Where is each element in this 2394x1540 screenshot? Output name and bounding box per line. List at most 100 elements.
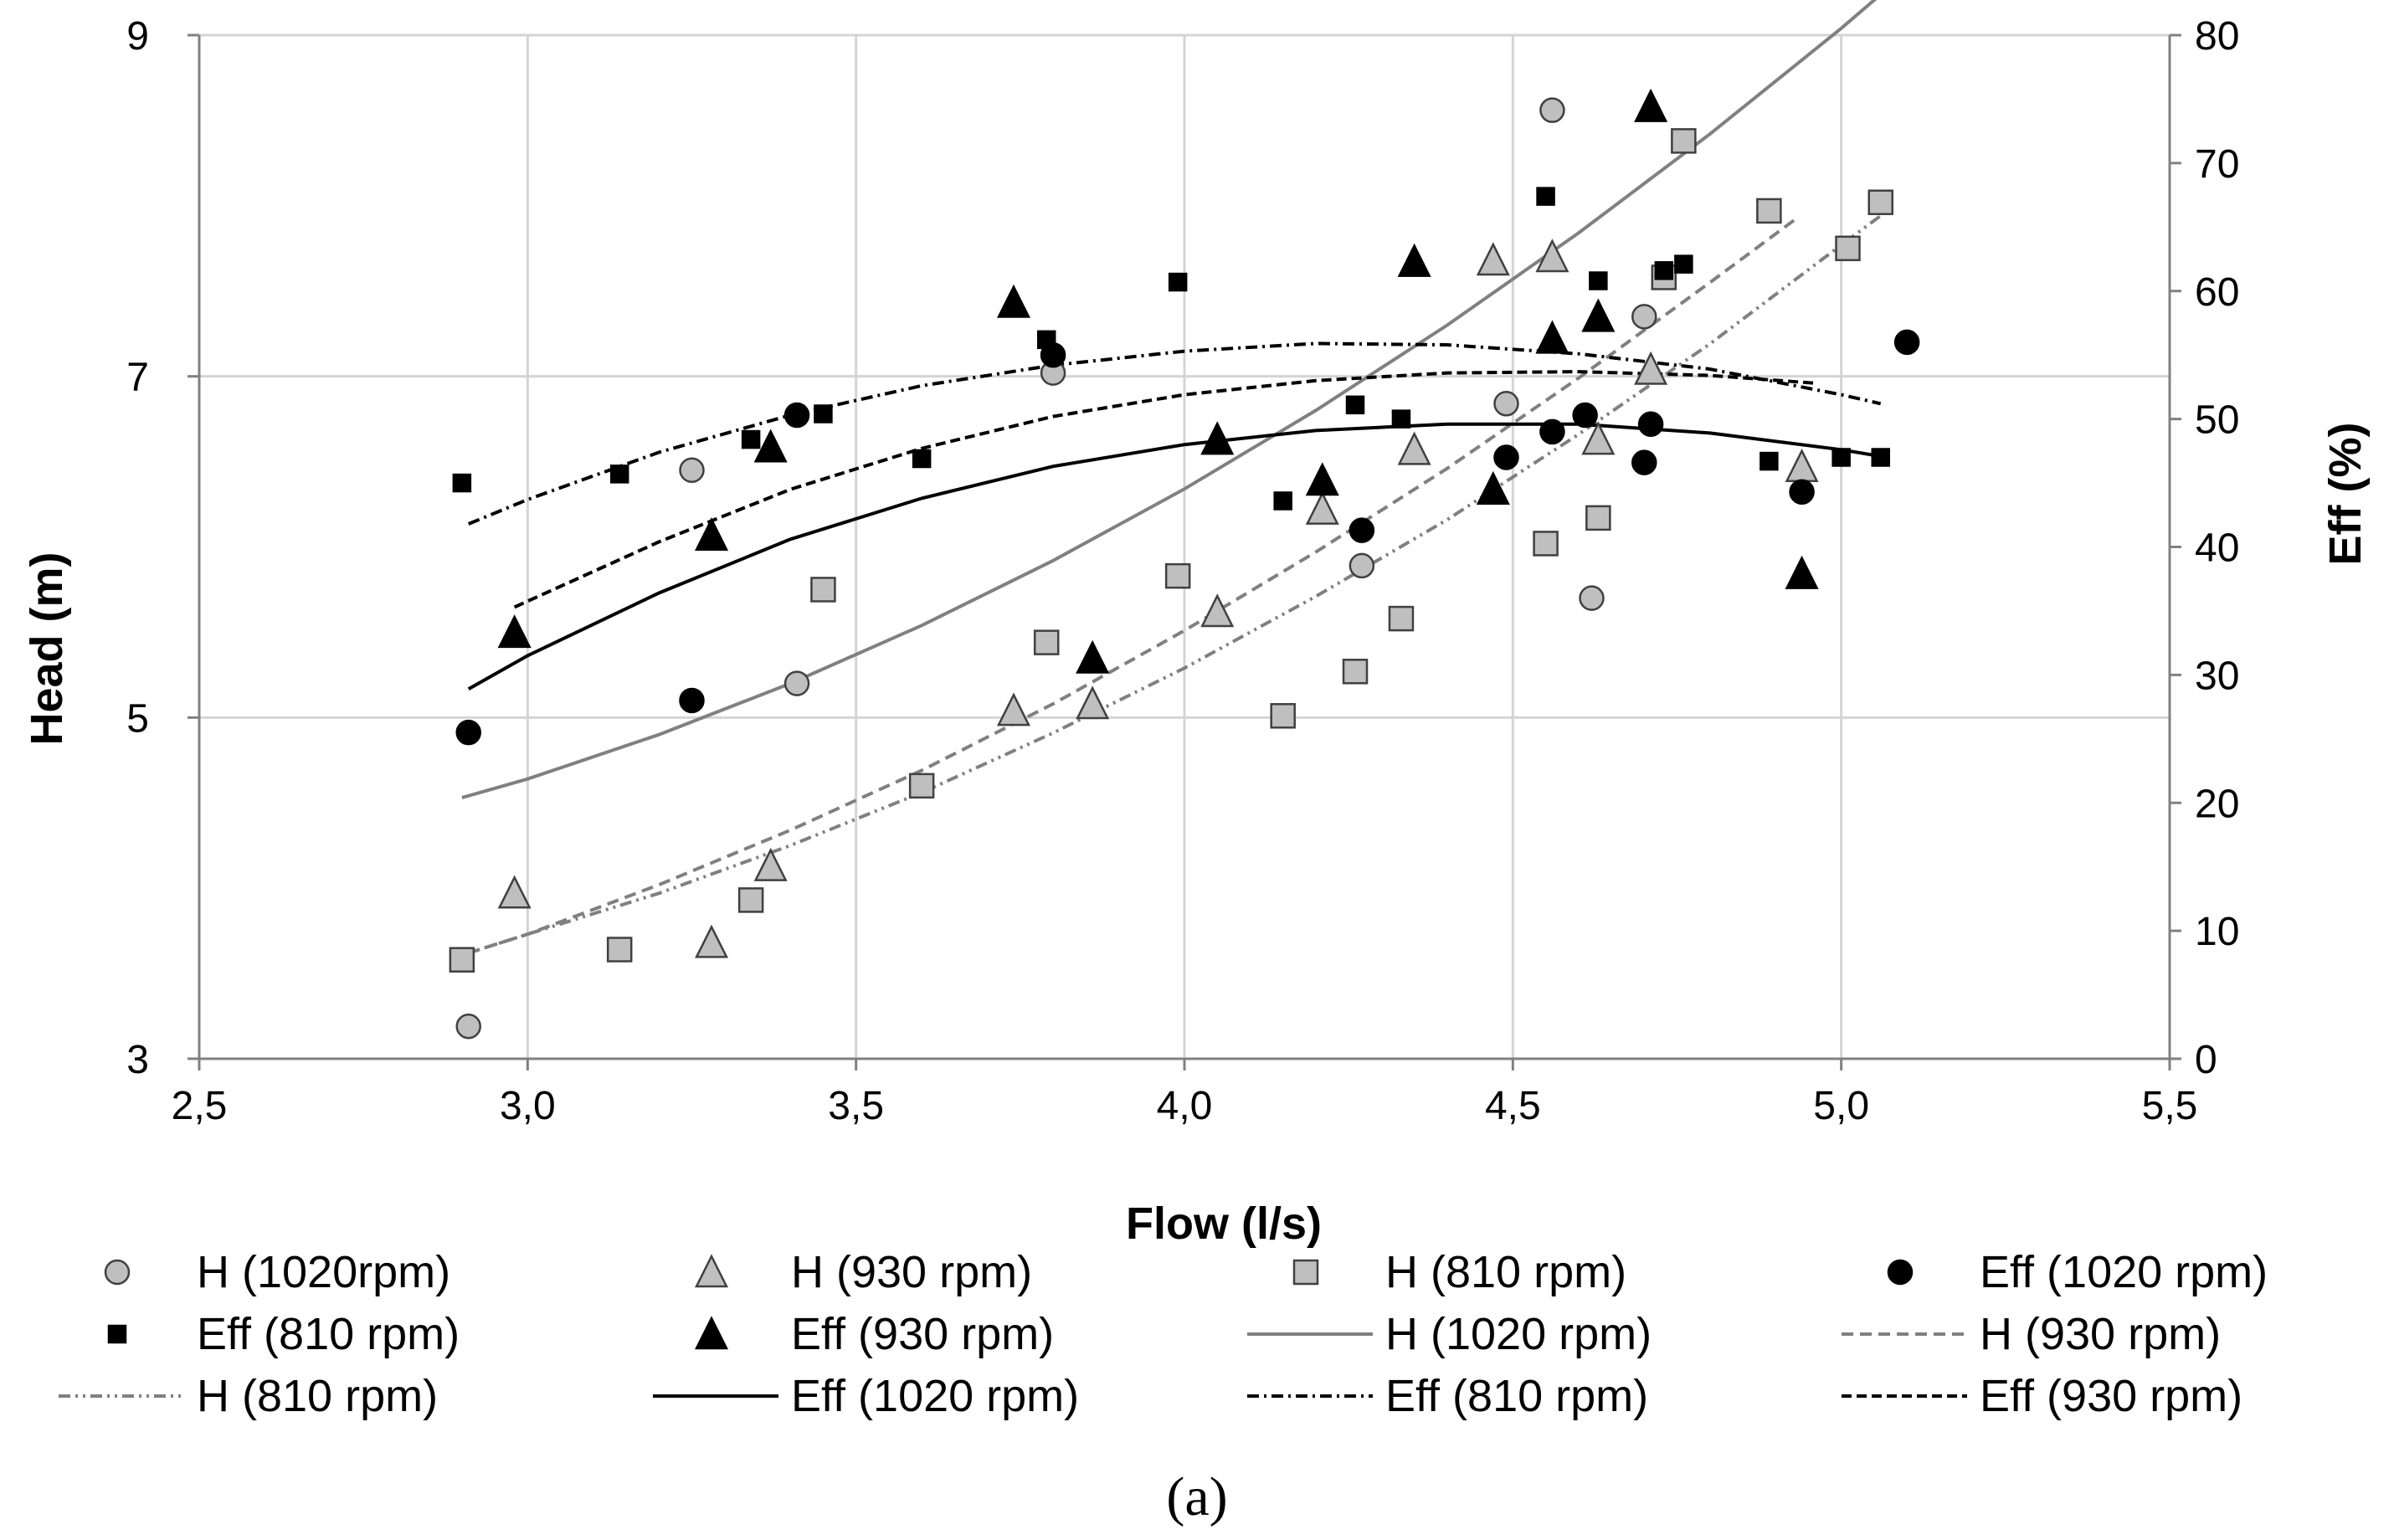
point-eff-930-rpm: [1397, 243, 1431, 277]
point-eff-810-rpm: [1273, 491, 1292, 511]
x-tick-label: 4,0: [1157, 1084, 1213, 1128]
point-eff-810-rpm: [1654, 261, 1674, 280]
y-tick-label: 7: [126, 356, 149, 400]
point-h-930-rpm: [497, 875, 532, 909]
point-eff-930-rpm: [1581, 298, 1616, 332]
legend-item-h-930-rpm: H (930 rpm): [694, 1247, 1032, 1297]
x-tick-label: 3,0: [500, 1084, 556, 1128]
y2-tick-label: 60: [2195, 270, 2239, 315]
legend-label: Eff (1020 rpm): [1980, 1247, 2268, 1297]
point-eff-930-rpm: [753, 429, 788, 463]
point-eff-1020-rpm: [455, 719, 481, 746]
point-h-810-rpm: [737, 887, 764, 913]
point-h-930-rpm: [1200, 593, 1235, 628]
point-h-1020rpm: [1579, 585, 1605, 611]
y2-tick-label: 20: [2195, 782, 2239, 826]
point-eff-930-rpm: [1076, 639, 1110, 674]
point-h-930-rpm: [695, 924, 729, 958]
y2-axis-title: Eff (%): [2320, 423, 2371, 566]
x-tick-label: 5,0: [1813, 1084, 1869, 1128]
y-axis-title: Head (m): [22, 552, 72, 745]
point-h-810-rpm: [1342, 659, 1369, 685]
y2-tick-label: 70: [2195, 142, 2239, 187]
point-eff-810-rpm: [1871, 448, 1890, 467]
legend-item-h-1020-rpm: H (1020 rpm): [1247, 1309, 1652, 1359]
point-eff-1020-rpm: [679, 687, 705, 714]
point-h-930-rpm: [1785, 448, 1819, 482]
x-tick-label: 3,5: [828, 1084, 884, 1128]
legend-item-eff-810-rpm: Eff (810 rpm): [107, 1309, 460, 1359]
y2-tick-label: 40: [2195, 526, 2239, 571]
point-h-810-rpm: [1033, 629, 1060, 655]
legend-label: Eff (810 rpm): [197, 1309, 460, 1359]
legend-swatch: [104, 1259, 131, 1286]
point-h-810-rpm: [1756, 198, 1782, 224]
point-eff-810-rpm: [1168, 272, 1188, 292]
point-h-1020rpm: [1631, 304, 1657, 330]
legend-swatch: [1887, 1259, 1914, 1286]
point-eff-810-rpm: [912, 449, 932, 469]
point-h-810-rpm: [1533, 531, 1559, 557]
point-eff-1020-rpm: [783, 402, 810, 429]
point-h-810-rpm: [810, 577, 836, 603]
legend-label: Eff (930 rpm): [1980, 1371, 2242, 1421]
point-eff-1020-rpm: [1631, 449, 1657, 475]
y2-tick-label: 80: [2195, 14, 2239, 59]
trend-line-eff-1020-rpm-eff-fit: [467, 422, 1888, 690]
point-eff-810-rpm: [1674, 254, 1693, 274]
point-h-930-rpm: [753, 847, 788, 881]
point-h-810-rpm: [1270, 703, 1296, 729]
grid: [199, 33, 2171, 1059]
point-h-810-rpm: [1164, 562, 1191, 589]
y2-tick-label: 50: [2195, 398, 2239, 443]
point-eff-810-rpm: [1345, 395, 1365, 415]
point-h-930-rpm: [996, 692, 1031, 726]
legend-item-eff-930-rpm: Eff (930 rpm): [1842, 1371, 2242, 1421]
legend: H (1020rpm) H (930 rpm) H (810 rpm) Eff (10…: [59, 1247, 2268, 1421]
legend-item-eff-810-rpm: Eff (810 rpm): [1247, 1371, 1648, 1421]
legend-label: H (1020rpm): [197, 1247, 450, 1297]
point-h-810-rpm: [606, 937, 633, 963]
point-h-930-rpm: [1476, 242, 1510, 276]
point-eff-1020-rpm: [1493, 444, 1519, 470]
point-h-1020rpm: [1493, 391, 1519, 417]
point-eff-810-rpm: [814, 404, 833, 424]
point-eff-930-rpm: [497, 614, 532, 649]
point-h-930-rpm: [1076, 685, 1110, 720]
data-markers: [449, 88, 1920, 1040]
point-eff-810-rpm: [741, 429, 761, 449]
legend-item-eff-1020-rpm: Eff (1020 rpm): [1887, 1247, 2268, 1297]
point-eff-810-rpm: [452, 473, 472, 493]
point-eff-810-rpm: [1536, 187, 1555, 206]
legend-label: H (810 rpm): [197, 1371, 438, 1421]
point-eff-810-rpm: [1589, 271, 1608, 290]
legend-label: H (810 rpm): [1385, 1247, 1626, 1297]
point-eff-930-rpm: [695, 516, 729, 551]
point-h-810-rpm: [1671, 128, 1697, 154]
x-axis-title: Flow (l/s): [1126, 1199, 1322, 1249]
point-h-810-rpm: [1585, 505, 1611, 531]
point-eff-930-rpm: [1535, 320, 1569, 354]
trend-lines: [461, 0, 1888, 955]
legend-item-h-810-rpm: H (810 rpm): [59, 1371, 438, 1421]
point-h-930-rpm: [1305, 490, 1339, 525]
point-eff-1020-rpm: [1893, 329, 1920, 356]
legend-item-eff-930-rpm: Eff (930 rpm): [694, 1309, 1054, 1359]
point-eff-1020-rpm: [1637, 411, 1664, 437]
point-eff-810-rpm: [609, 465, 629, 484]
x-tick-label: 5,5: [2142, 1084, 2198, 1128]
y2-tick-label: 10: [2195, 910, 2239, 954]
legend-item-h-810-rpm: H (810 rpm): [1292, 1247, 1626, 1297]
point-h-930-rpm: [1634, 351, 1668, 385]
point-h-810-rpm: [1867, 189, 1893, 216]
point-h-1020rpm: [1539, 97, 1565, 123]
point-eff-1020-rpm: [1572, 402, 1598, 429]
point-h-1020rpm: [783, 670, 810, 696]
axes: [188, 33, 2181, 1070]
point-h-1020rpm: [679, 457, 705, 484]
point-h-1020rpm: [1349, 552, 1375, 579]
y-tick-label: 9: [126, 14, 149, 59]
legend-item-h-1020rpm: H (1020rpm): [104, 1247, 450, 1297]
point-h-1020rpm: [455, 1014, 481, 1040]
